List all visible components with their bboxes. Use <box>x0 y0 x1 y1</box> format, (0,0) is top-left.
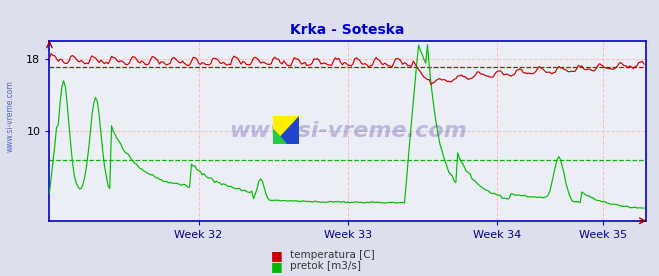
Title: Krka - Soteska: Krka - Soteska <box>291 23 405 38</box>
Polygon shape <box>273 116 299 144</box>
Polygon shape <box>273 130 286 144</box>
Text: ■: ■ <box>271 249 283 262</box>
Text: www.si-vreme.com: www.si-vreme.com <box>5 80 14 152</box>
Text: www.si-vreme.com: www.si-vreme.com <box>229 121 467 141</box>
Text: ■: ■ <box>271 260 283 273</box>
Text: temperatura [C]: temperatura [C] <box>290 250 375 260</box>
Text: pretok [m3/s]: pretok [m3/s] <box>290 261 361 271</box>
